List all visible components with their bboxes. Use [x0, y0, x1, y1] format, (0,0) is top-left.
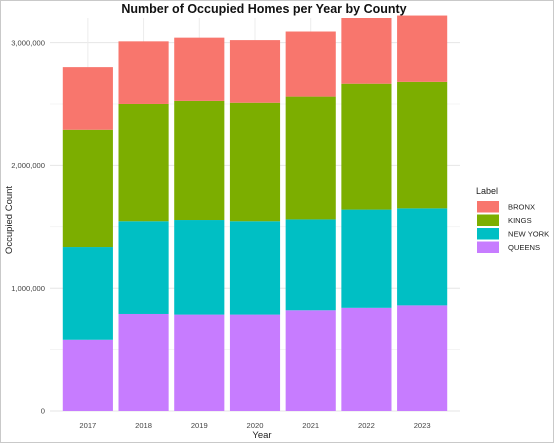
x-tick-label: 2023	[414, 421, 431, 430]
bar-new-york-2021	[285, 219, 336, 311]
bar-new-york-2020	[229, 221, 281, 315]
x-tick-label: 2019	[191, 421, 208, 430]
legend-key-kings	[477, 214, 499, 226]
bar-bronx-2023	[397, 15, 448, 82]
legend-label: NEW YORK	[508, 230, 549, 239]
legend-label: QUEENS	[508, 243, 540, 252]
bar-new-york-2023	[397, 208, 448, 306]
bar-kings-2020	[229, 102, 281, 222]
bar-queens-2020	[229, 314, 281, 411]
bar-kings-2023	[397, 81, 448, 209]
bar-queens-2017	[62, 339, 113, 411]
bar-queens-2019	[174, 314, 225, 411]
bar-kings-2018	[118, 103, 169, 222]
x-axis: 2017 2018 2019 2020 2021 2022 2023	[79, 421, 430, 430]
x-tick-label: 2017	[79, 421, 96, 430]
y-axis-title: Occupied Count	[4, 186, 15, 254]
bar-bronx-2020	[229, 40, 281, 103]
legend: Label BRONX KINGS NEW YORK QUEENS	[476, 186, 549, 253]
bar-bronx-2021	[285, 31, 336, 97]
legend-key-bronx	[477, 201, 499, 213]
bar-queens-2021	[285, 310, 336, 411]
bar-bronx-2019	[174, 37, 225, 101]
bar-new-york-2017	[62, 247, 113, 340]
bar-kings-2021	[285, 96, 336, 220]
y-tick-label: 0	[41, 407, 45, 416]
bars	[62, 15, 448, 411]
plot-panel	[50, 15, 460, 412]
legend-key-new-york	[477, 228, 499, 240]
bar-kings-2022	[341, 83, 392, 210]
bar-bronx-2018	[118, 41, 169, 104]
bar-kings-2019	[174, 100, 225, 221]
bar-queens-2023	[397, 305, 448, 411]
x-tick-label: 2022	[358, 421, 375, 430]
legend-label: KINGS	[508, 216, 532, 225]
x-tick-label: 2021	[302, 421, 319, 430]
bar-new-york-2022	[341, 209, 392, 308]
y-tick-label: 2,000,000	[11, 161, 45, 170]
bar-queens-2022	[341, 307, 392, 411]
x-tick-label: 2018	[135, 421, 152, 430]
bar-new-york-2018	[118, 221, 169, 314]
legend-title: Label	[476, 186, 498, 196]
bar-bronx-2017	[62, 67, 113, 130]
bar-queens-2018	[118, 313, 169, 411]
legend-label: BRONX	[508, 203, 535, 212]
y-tick-label: 3,000,000	[11, 38, 45, 47]
bar-bronx-2022	[341, 18, 392, 84]
chart-title: Number of Occupied Homes per Year by Cou…	[121, 2, 406, 16]
bar-kings-2017	[62, 129, 113, 248]
y-tick-label: 1,000,000	[11, 284, 45, 293]
x-tick-label: 2020	[247, 421, 264, 430]
legend-key-queens	[477, 241, 499, 253]
y-axis: 0 1,000,000 2,000,000 3,000,000	[11, 38, 45, 415]
x-axis-title: Year	[252, 430, 271, 441]
bar-new-york-2019	[174, 220, 225, 315]
